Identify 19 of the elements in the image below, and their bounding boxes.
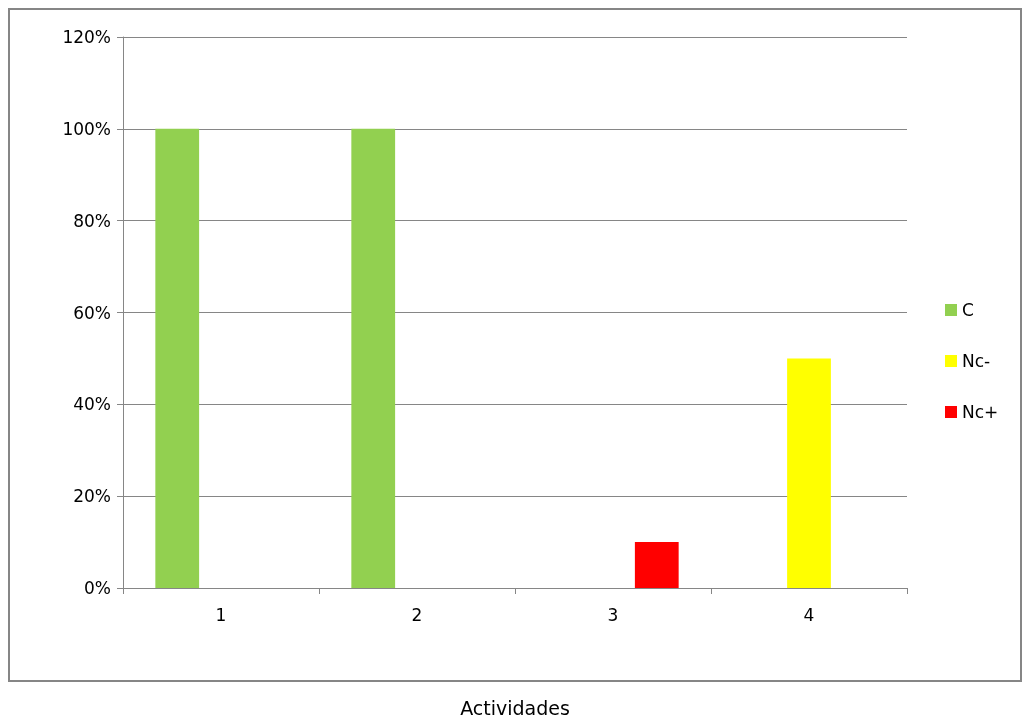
x-tick-label: 2 <box>411 604 423 625</box>
y-tick-label: 60% <box>73 302 111 323</box>
x-tick-label: 3 <box>607 604 619 625</box>
bar <box>351 128 396 588</box>
x-axis-title: Actividades <box>460 696 570 719</box>
y-tick-label: 40% <box>73 394 111 415</box>
bar <box>787 358 831 588</box>
bar <box>634 542 679 588</box>
legend-label: C <box>962 300 974 320</box>
y-tick-label: 100% <box>62 118 111 139</box>
x-tick-label: 4 <box>803 604 815 625</box>
bar <box>155 128 200 588</box>
y-tick-label: 120% <box>62 27 111 47</box>
legend-label: Nc+ <box>962 402 999 422</box>
y-tick-label: 80% <box>73 210 111 231</box>
y-tick-label: 20% <box>73 486 111 507</box>
y-tick-label: 0% <box>84 578 111 598</box>
x-tick-label: 1 <box>215 604 227 625</box>
legend-label: Nc- <box>962 351 991 371</box>
